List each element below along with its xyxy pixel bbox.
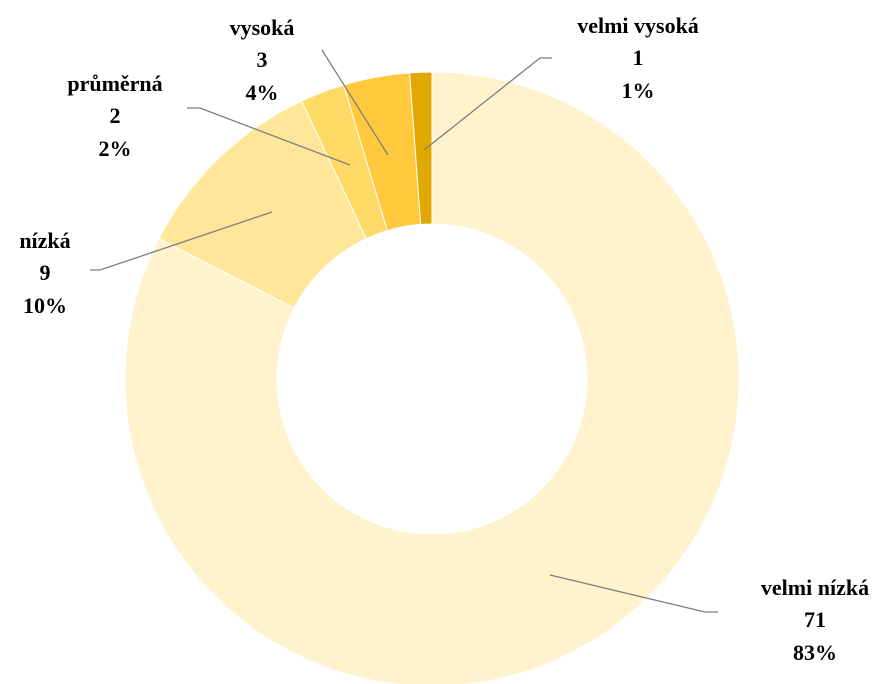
category-label: velmi vysoká [577,13,699,38]
value-label: 2 [110,103,121,128]
percent-label: 1% [622,78,655,103]
leader-line [90,211,273,271]
leader-line [187,107,351,166]
percent-label: 4% [246,80,279,105]
leader-line [423,57,552,151]
value-label: 71 [804,607,826,632]
category-label: průměrná [67,71,162,96]
category-label: vysoká [230,15,295,40]
percent-label: 10% [23,293,67,318]
donut-slice [124,71,740,684]
value-label: 1 [633,45,644,70]
percent-label: 83% [793,640,837,665]
value-label: 9 [40,260,51,285]
value-label: 3 [257,47,268,72]
donut-slice [409,71,433,225]
leader-line [321,49,389,156]
leader-line [549,574,718,613]
category-label: nízká [19,228,70,253]
percent-label: 2% [99,136,132,161]
category-label: velmi nízká [761,575,869,600]
